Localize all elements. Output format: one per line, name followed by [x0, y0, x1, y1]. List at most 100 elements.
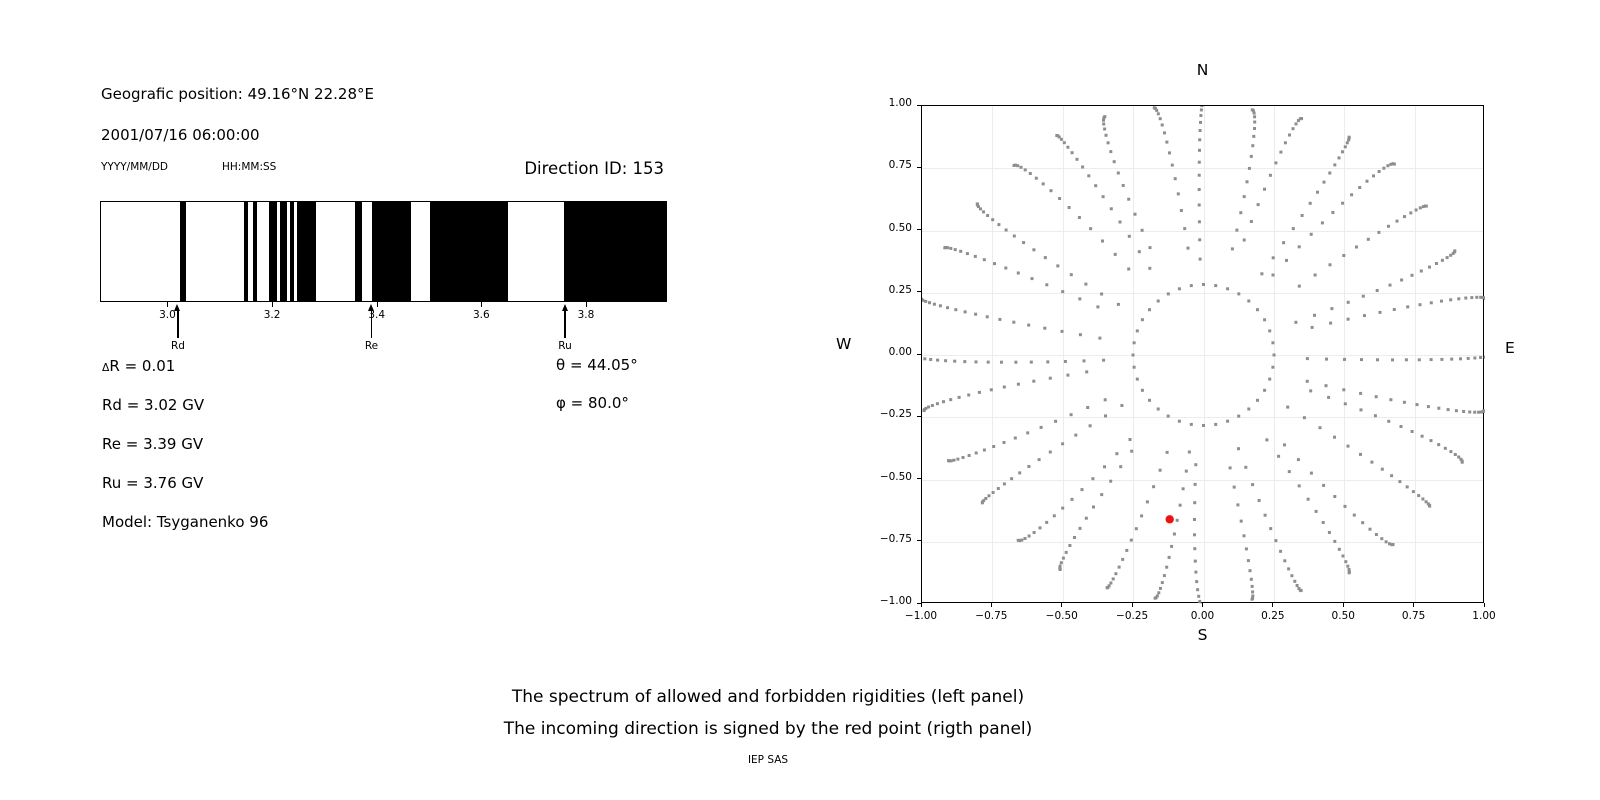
compass-west-label: W	[836, 335, 852, 353]
gridline-vertical	[1414, 106, 1416, 602]
x-axis-tick	[1272, 603, 1274, 607]
x-axis-tick-label: −0.75	[975, 610, 1008, 622]
y-axis-tick	[917, 540, 921, 542]
rigidity-spectrum-figure: 3.0 3.2 3.4 3.6 3.8 Rd Re Ru	[100, 201, 667, 401]
spectrum-tick	[376, 302, 378, 307]
y-axis-tick	[917, 602, 921, 604]
forbidden-band	[355, 202, 363, 301]
compass-east-label: E	[1505, 339, 1515, 357]
spectrum-tick	[481, 302, 483, 307]
marker-arrow-stem	[370, 310, 373, 338]
marker-arrow-re-icon	[367, 304, 374, 311]
x-axis-tick-label: 0.25	[1261, 610, 1285, 622]
x-axis-tick-label: 0.00	[1190, 610, 1215, 622]
y-axis-tick	[917, 104, 921, 106]
forbidden-band	[253, 202, 258, 301]
x-axis-tick-label: 1.00	[1472, 610, 1496, 622]
spectrum-tick-label: 3.8	[577, 309, 595, 321]
y-axis-tick-label: 0.00	[888, 346, 912, 358]
y-axis-tick-label: 0.75	[888, 159, 912, 172]
x-axis-tick	[990, 603, 992, 607]
spectrum-tick	[585, 302, 587, 307]
gridline-horizontal	[922, 479, 1483, 481]
forbidden-band	[279, 202, 288, 301]
spectrum-tick-label: 3.4	[368, 309, 386, 321]
marker-label-rd: Rd	[170, 340, 185, 352]
forbidden-band	[290, 202, 294, 301]
delta-symbol: Δ	[102, 361, 110, 374]
param-phi: φ = 80.0°	[556, 394, 629, 412]
x-axis-tick-label: 0.75	[1401, 610, 1426, 622]
marker-arrow-ru-icon	[561, 304, 568, 311]
marker-arrow-stem	[177, 310, 179, 338]
direction-plot-box	[921, 105, 1485, 604]
forbidden-band	[269, 202, 278, 301]
gridline-vertical	[1344, 106, 1346, 602]
gridline-horizontal	[922, 292, 1483, 294]
spectrum-tick	[272, 302, 274, 307]
date-format-hint: YYYY/MM/DD	[101, 161, 169, 173]
x-axis-tick	[1202, 603, 1203, 607]
y-axis-tick	[917, 478, 921, 479]
x-axis-tick	[1483, 603, 1485, 607]
y-axis-tick-label: 0.50	[888, 221, 912, 234]
gridline-vertical	[1062, 106, 1064, 602]
param-theta: θ = 44.05°	[556, 356, 638, 374]
datetime-label: 2001/07/16 06:00:00	[101, 126, 260, 144]
time-format-hint: HH:MM:SS	[222, 161, 277, 173]
x-axis-tick	[1342, 603, 1344, 607]
y-axis-tick-label: 1.00	[888, 97, 912, 109]
x-axis-tick-label: 0.50	[1331, 610, 1355, 622]
x-axis-tick	[1061, 603, 1063, 607]
y-axis-tick-label: −1.00	[879, 595, 912, 607]
x-axis-tick-label: −1.00	[904, 610, 938, 622]
gridline-horizontal	[922, 230, 1483, 232]
y-axis-tick-label: −0.25	[879, 408, 912, 421]
direction-plot: −1.00 1.00 −0.75 0.75 −0.50 0.50 −0.25 0.25 0.00…	[836, 61, 1515, 644]
param-model: Model: Tsyganenko 96	[102, 513, 269, 531]
x-axis-tick-label: −0.25	[1116, 610, 1149, 622]
gridline-vertical	[992, 106, 994, 602]
y-axis-tick-label: −0.75	[879, 532, 912, 545]
forbidden-band	[243, 202, 248, 301]
incoming-direction-red-point	[1165, 515, 1174, 524]
param-ru: Ru = 3.76 GV	[102, 474, 204, 492]
gridline-horizontal	[922, 168, 1483, 170]
param-re: Re = 3.39 GV	[102, 435, 204, 453]
forbidden-band	[429, 202, 509, 301]
y-axis-tick	[917, 166, 921, 168]
direction-dots	[922, 106, 1485, 604]
forbidden-band	[179, 202, 186, 301]
compass-north-label: N	[1196, 61, 1209, 79]
rigidity-spectrum-panel	[100, 201, 667, 302]
marker-arrow-rd-icon	[174, 304, 181, 311]
gridline-horizontal	[922, 417, 1483, 419]
y-axis-tick	[917, 415, 921, 417]
compass-south-label: S	[1197, 626, 1208, 644]
forbidden-band	[296, 202, 317, 301]
y-axis-tick-label: −0.50	[879, 470, 912, 483]
marker-label-re: Re	[364, 340, 379, 352]
x-axis-tick	[1131, 603, 1133, 607]
marker-arrow-stem	[564, 310, 566, 338]
param-rd: Rd = 3.02 GV	[102, 396, 205, 414]
credit-label: IEP SAS	[747, 754, 789, 766]
forbidden-band	[564, 202, 666, 301]
marker-label-ru: Ru	[558, 340, 572, 352]
forbidden-band	[371, 202, 411, 301]
y-axis-tick	[917, 291, 921, 293]
spectrum-tick	[167, 302, 169, 307]
gridline-horizontal	[922, 355, 1483, 356]
y-axis-tick-label: 0.25	[888, 283, 912, 296]
gridline-vertical	[1203, 106, 1205, 602]
spectrum-tick-label: 3.6	[472, 309, 490, 321]
spectrum-tick-label: 3.2	[263, 309, 281, 321]
caption-line1: The spectrum of allowed and forbidden ri…	[511, 687, 1025, 707]
direction-id-label: Direction ID: 153	[524, 159, 664, 178]
y-axis-tick	[917, 229, 921, 230]
spectrum-tick-label: 3.0	[159, 309, 176, 321]
geographic-position-label: Geografic position: 49.16°N 22.28°E	[101, 85, 374, 103]
x-axis-tick-label: −0.50	[1045, 610, 1078, 622]
x-axis-tick	[920, 603, 922, 607]
y-axis-tick	[917, 353, 921, 355]
